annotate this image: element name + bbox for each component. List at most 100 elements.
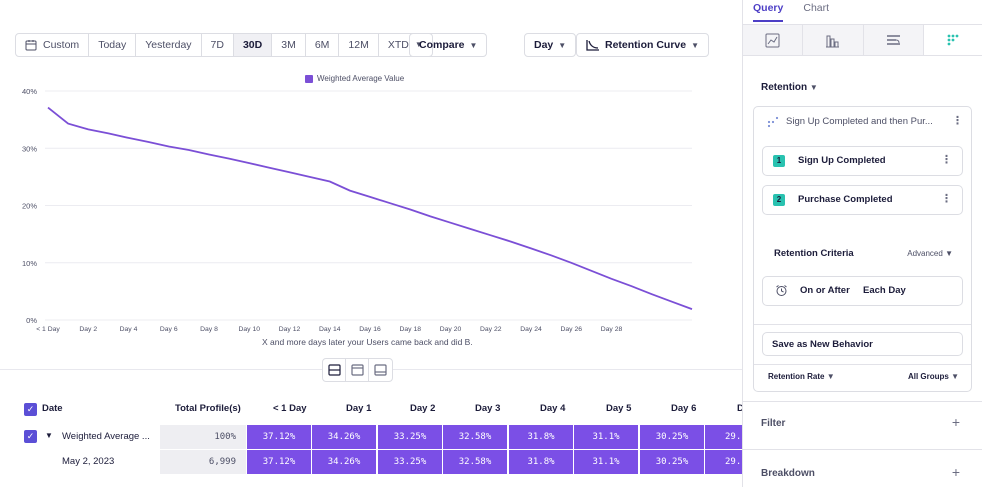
funnels-button[interactable] <box>803 25 864 55</box>
table-cell[interactable]: 29. <box>705 425 742 449</box>
insights-button[interactable] <box>743 25 804 55</box>
table-cell[interactable]: 32.58% <box>443 450 507 474</box>
x-tick-label: Day 8 <box>200 326 218 333</box>
table-header: ✓ Date Total Profile(s) < 1 Day Day 1 Da… <box>0 403 744 417</box>
chart-type-dropdown[interactable]: Retention Curve ▼ <box>576 33 710 57</box>
event-step-1[interactable]: 1 Sign Up Completed ⋮ <box>762 146 963 176</box>
behavior-title[interactable]: Sign Up Completed and then Pur... <box>786 116 933 127</box>
range-12m[interactable]: 12M <box>339 34 379 56</box>
range-7d[interactable]: 7D <box>202 34 234 56</box>
step-number-badge: 1 <box>773 155 785 167</box>
criteria-period[interactable]: Each Day <box>863 285 906 296</box>
compare-button[interactable]: Compare ▼ <box>409 33 488 57</box>
table-cell[interactable]: 33.25% <box>378 425 442 449</box>
column-header-day[interactable]: Day 6 <box>671 403 697 414</box>
range-xtd[interactable]: XTD ▼ <box>379 34 432 56</box>
save-as-new-behavior-button[interactable]: Save as New Behavior <box>762 332 963 356</box>
retention-chart: 0% 10% 20% 30% 40% < 1 Day Day 2 Day 4 Day 6 Day… <box>22 87 693 333</box>
x-tick-label: Day 22 <box>480 326 502 333</box>
table-cell[interactable]: 29. <box>705 450 742 474</box>
date-range-selector: Custom Today Yesterday 7D 30D 3M 6M 12M … <box>15 33 433 57</box>
range-today[interactable]: Today <box>89 34 137 56</box>
x-tick-label: Day 6 <box>160 326 178 333</box>
chart-legend[interactable]: Weighted Average Value <box>305 74 404 83</box>
column-header-day[interactable]: D <box>737 403 744 414</box>
interval-dropdown[interactable]: Day ▼ <box>524 33 577 57</box>
event-step-2[interactable]: 2 Purchase Completed ⋮ <box>762 185 963 215</box>
range-custom[interactable]: Custom <box>16 34 90 56</box>
y-tick-label: 20% <box>22 202 37 211</box>
step-number-badge: 2 <box>773 194 785 206</box>
panel-tabs: Query Chart <box>753 2 829 22</box>
table-cell[interactable]: 31.8% <box>509 425 573 449</box>
split-view-button[interactable] <box>323 359 346 381</box>
chevron-down-icon: ▼ <box>469 40 478 50</box>
table-cell[interactable]: 34.26% <box>312 425 376 449</box>
column-header-date[interactable]: Date <box>42 403 63 414</box>
kebab-menu-icon[interactable]: ⋮ <box>952 115 963 127</box>
event-name: Sign Up Completed <box>798 155 886 166</box>
x-tick-label: Day 26 <box>560 326 582 333</box>
flows-icon <box>886 34 900 45</box>
expand-icon[interactable]: ▼ <box>45 431 53 440</box>
range-yesterday[interactable]: Yesterday <box>136 34 202 56</box>
retention-rate-dropdown[interactable]: Retention Rate ▼ <box>768 372 835 381</box>
table-cell[interactable]: 30.25% <box>640 425 704 449</box>
flows-button[interactable] <box>863 25 924 55</box>
column-header-day[interactable]: Day 2 <box>410 403 436 414</box>
column-header-day[interactable]: < 1 Day <box>273 403 307 414</box>
card-divider <box>754 324 971 325</box>
column-header-day[interactable]: Day 4 <box>540 403 566 414</box>
chevron-down-icon: ▼ <box>809 83 818 92</box>
select-all-checkbox[interactable]: ✓ <box>24 403 37 416</box>
card-divider <box>754 364 971 365</box>
criteria-mode[interactable]: On or After <box>800 285 850 296</box>
range-6m[interactable]: 6M <box>306 34 340 56</box>
row-name: May 2, 2023 <box>62 456 115 467</box>
x-axis-label: X and more days later your Users came ba… <box>262 337 473 347</box>
tab-chart[interactable]: Chart <box>803 2 830 14</box>
retention-dots-icon <box>767 116 779 128</box>
y-tick-label: 40% <box>22 87 37 96</box>
table-cell[interactable]: 33.25% <box>378 450 442 474</box>
retention-criteria-selector[interactable]: On or After Each Day <box>762 276 963 306</box>
range-3m[interactable]: 3M <box>272 34 306 56</box>
table-cell[interactable]: 31.1% <box>574 450 638 474</box>
retention-button[interactable] <box>923 25 982 55</box>
calendar-icon <box>25 40 37 51</box>
x-tick-label: Day 12 <box>279 326 301 333</box>
table-cell[interactable]: 31.1% <box>574 425 638 449</box>
row-name: Weighted Average ... <box>62 431 150 442</box>
row-total: 100% <box>160 425 246 449</box>
x-tick-label: Day 18 <box>399 326 421 333</box>
range-30d[interactable]: 30D <box>233 34 273 56</box>
column-header-total[interactable]: Total Profile(s) <box>175 403 241 414</box>
split-view-icon <box>327 364 341 376</box>
table-cell[interactable]: 34.26% <box>312 450 376 474</box>
kebab-menu-icon[interactable]: ⋮ <box>941 193 952 205</box>
column-header-day[interactable]: Day 1 <box>346 403 372 414</box>
table-cell[interactable]: 30.25% <box>640 450 704 474</box>
row-checkbox[interactable]: ✓ <box>24 430 37 443</box>
breakdown-label: Breakdown <box>761 468 815 479</box>
chart-only-button[interactable] <box>346 359 369 381</box>
column-header-day[interactable]: Day 5 <box>606 403 632 414</box>
behavior-card: Sign Up Completed and then Pur... ⋮ 1 Si… <box>753 106 972 392</box>
table-cell[interactable]: 31.8% <box>509 450 573 474</box>
table-cell[interactable]: 32.58% <box>443 425 507 449</box>
add-breakdown-icon[interactable]: + <box>951 464 960 480</box>
add-filter-icon[interactable]: + <box>951 414 960 430</box>
table-cell[interactable]: 37.12% <box>247 450 311 474</box>
column-header-day[interactable]: Day 3 <box>475 403 501 414</box>
table-cell[interactable]: 37.12% <box>247 425 311 449</box>
kebab-menu-icon[interactable]: ⋮ <box>941 154 952 166</box>
filter-label: Filter <box>761 418 786 429</box>
advanced-dropdown[interactable]: Advanced ▼ <box>907 249 953 258</box>
retention-dots-icon <box>947 34 959 45</box>
groups-dropdown[interactable]: All Groups ▼ <box>907 372 959 381</box>
alarm-clock-icon <box>776 285 787 296</box>
report-type-dropdown[interactable]: Retention ▼ <box>761 82 818 93</box>
tab-query[interactable]: Query <box>753 2 784 22</box>
series-line-weighted-average[interactable] <box>47 106 693 310</box>
table-only-button[interactable] <box>369 359 392 381</box>
